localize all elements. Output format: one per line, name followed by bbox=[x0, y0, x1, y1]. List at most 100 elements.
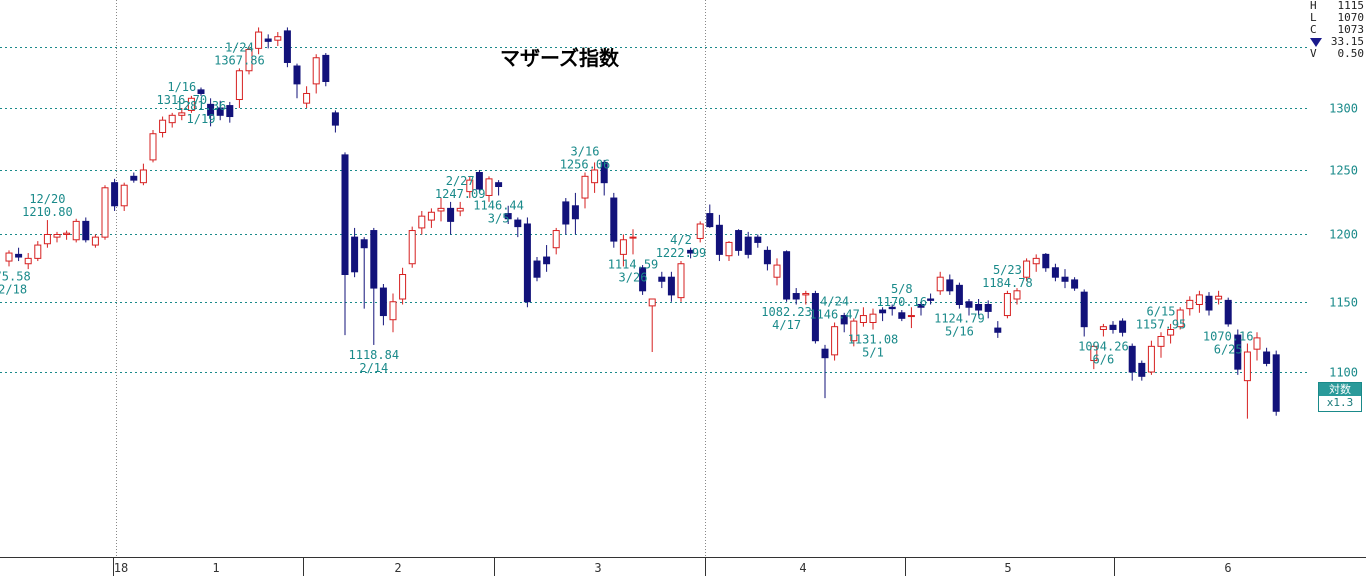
candle bbox=[408, 226, 416, 268]
candle-body-down bbox=[495, 182, 503, 188]
candle-body-down bbox=[610, 197, 618, 242]
candle-body-up bbox=[907, 315, 915, 318]
candle-body-up bbox=[1023, 260, 1031, 278]
annotation-price: 1146.44 bbox=[473, 198, 524, 212]
candle-body-down bbox=[687, 249, 695, 254]
candle-body-up bbox=[1013, 290, 1021, 300]
annotation-date: 2/27 bbox=[446, 174, 475, 188]
candle bbox=[1071, 277, 1079, 291]
annotation-price: 1222.99 bbox=[656, 246, 707, 260]
candle-body-down bbox=[763, 249, 771, 265]
annotation-date: 6/25 bbox=[1214, 343, 1243, 357]
candle bbox=[735, 229, 743, 256]
candle bbox=[43, 220, 51, 248]
candle bbox=[1215, 290, 1223, 305]
candle-body-down bbox=[331, 112, 339, 126]
candle bbox=[763, 246, 771, 271]
candle bbox=[955, 282, 963, 309]
candle bbox=[312, 54, 320, 94]
candle bbox=[34, 241, 42, 262]
annotation-price: 1256.06 bbox=[560, 158, 611, 172]
candle bbox=[1032, 254, 1040, 272]
candle-body-up bbox=[91, 236, 99, 246]
candle bbox=[360, 237, 368, 309]
ohlc-low: L 1070 bbox=[1310, 12, 1364, 24]
candle-body-up bbox=[187, 97, 195, 111]
annotation-price: 1124.79 bbox=[934, 312, 985, 326]
candle-body-up bbox=[235, 70, 243, 101]
annotation-date: 2/14 bbox=[359, 361, 388, 375]
candle bbox=[543, 245, 551, 272]
candle bbox=[447, 201, 455, 235]
log-scale-label: 対数 bbox=[1319, 383, 1361, 396]
annotation-date: 1/19 bbox=[187, 112, 216, 126]
close-value: 1073 bbox=[1337, 23, 1365, 36]
candle-body-down bbox=[840, 315, 848, 325]
annotation-1-19: 1281.361/19 bbox=[176, 99, 227, 126]
annotation-price: 1094.26 bbox=[1078, 339, 1129, 353]
candle-body-down bbox=[1263, 351, 1271, 364]
candle-body-down bbox=[955, 284, 963, 306]
candle-body-down bbox=[706, 213, 714, 228]
candle bbox=[1080, 289, 1088, 337]
candle-body-down bbox=[1071, 279, 1079, 289]
candle-body-down bbox=[965, 301, 973, 308]
candle bbox=[706, 204, 714, 228]
candle-body-up bbox=[677, 263, 685, 299]
candle bbox=[1176, 307, 1184, 330]
candle-body-down bbox=[715, 224, 723, 255]
annotation-2-14: 1118.842/14 bbox=[349, 348, 400, 375]
y-tick-1150: 1150 bbox=[1329, 296, 1358, 310]
y-tick-1300: 1300 bbox=[1329, 102, 1358, 116]
candle-body-down bbox=[754, 236, 762, 243]
candle-body-up bbox=[456, 207, 464, 212]
candle bbox=[389, 293, 397, 333]
candle bbox=[293, 63, 301, 99]
candle-body-down bbox=[543, 256, 551, 265]
log-scale-toggle[interactable]: 対数 x1.3 bbox=[1318, 382, 1362, 412]
candle-body-down bbox=[783, 251, 791, 300]
candle bbox=[907, 307, 915, 329]
candle bbox=[514, 217, 522, 238]
candle bbox=[1119, 318, 1127, 337]
candle bbox=[245, 46, 253, 75]
candlestick-series bbox=[5, 27, 1280, 419]
candle bbox=[1023, 258, 1031, 282]
candle-body-up bbox=[1195, 294, 1203, 306]
annotation-price: 1281.36 bbox=[176, 99, 227, 113]
candle bbox=[600, 159, 608, 196]
candle-body-down bbox=[15, 253, 23, 258]
candle-body-up bbox=[43, 233, 51, 245]
candle bbox=[139, 163, 147, 186]
candle bbox=[187, 95, 195, 113]
candle bbox=[456, 201, 464, 217]
candle-body-up bbox=[1090, 345, 1098, 362]
candle-body-up bbox=[1003, 293, 1011, 317]
candle-body-up bbox=[1186, 299, 1194, 310]
candle-body-up bbox=[437, 207, 445, 212]
candle bbox=[619, 234, 627, 267]
candle bbox=[1263, 347, 1271, 367]
candle bbox=[783, 250, 791, 302]
annotation-price: 1082.23 bbox=[761, 305, 812, 319]
chart-title: マザーズ指数 bbox=[500, 46, 619, 70]
candle-body-up bbox=[5, 252, 13, 262]
candle bbox=[130, 172, 138, 183]
candle bbox=[24, 253, 32, 270]
candle bbox=[975, 299, 983, 316]
volume-label: V bbox=[1310, 47, 1317, 60]
candle bbox=[879, 307, 887, 322]
x-month-label: 3 bbox=[594, 561, 601, 575]
candle bbox=[936, 271, 944, 295]
candle bbox=[639, 265, 647, 295]
candle bbox=[15, 247, 23, 262]
candle-body-down bbox=[888, 306, 896, 310]
close-label: C bbox=[1310, 23, 1317, 36]
candle-body-up bbox=[178, 112, 186, 116]
candle bbox=[1195, 290, 1203, 313]
candle-body-down bbox=[917, 304, 925, 308]
candle bbox=[437, 198, 445, 222]
candle bbox=[111, 178, 119, 211]
candle bbox=[994, 321, 1002, 338]
candle bbox=[821, 344, 829, 399]
